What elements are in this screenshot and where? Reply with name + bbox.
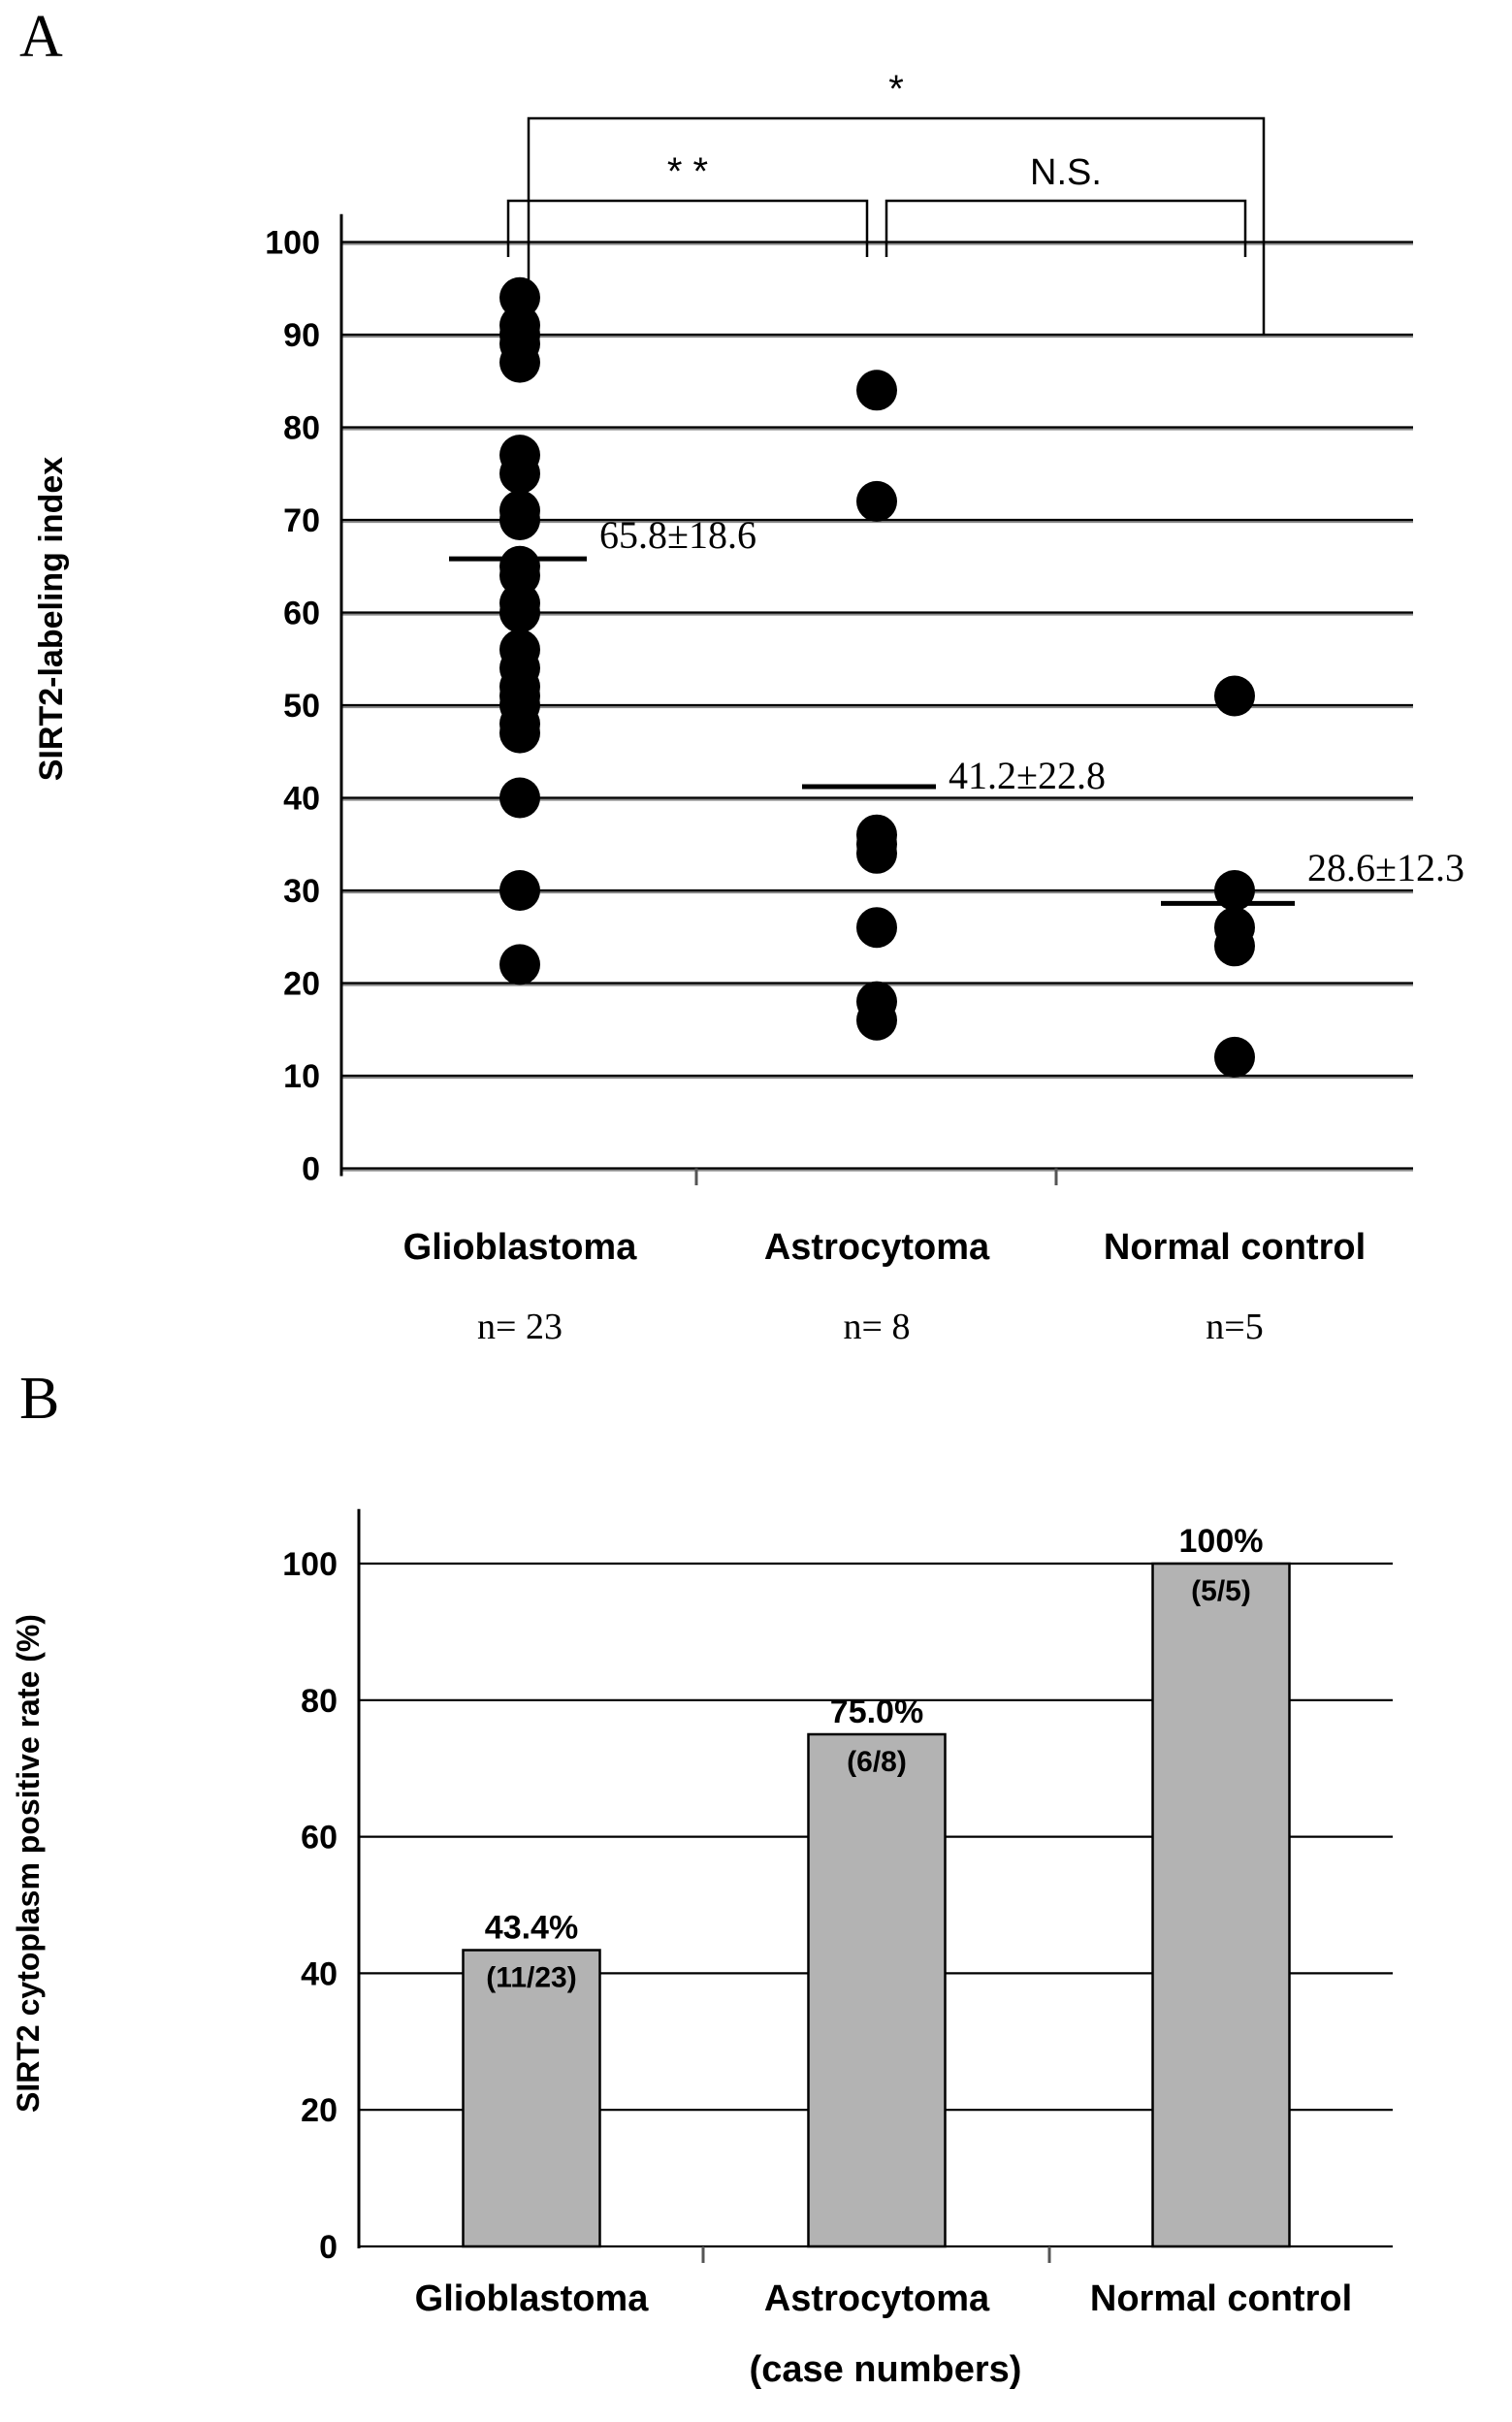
svg-text:SIRT2-labeling index: SIRT2-labeling index — [33, 457, 70, 781]
svg-text:20: 20 — [301, 2092, 338, 2129]
svg-text:10: 10 — [283, 1058, 320, 1095]
svg-text:(5/5): (5/5) — [1191, 1575, 1251, 1607]
svg-text:100: 100 — [282, 1546, 338, 1583]
svg-text:65.8±18.6: 65.8±18.6 — [599, 513, 756, 557]
svg-text:Astrocytoma: Astrocytoma — [764, 2278, 990, 2319]
svg-text:60: 60 — [301, 1820, 338, 1857]
svg-text:(case numbers): (case numbers) — [750, 2349, 1022, 2390]
svg-text:n=5: n=5 — [1206, 1307, 1263, 1347]
svg-text:41.2±22.8: 41.2±22.8 — [949, 754, 1106, 797]
svg-text:(11/23): (11/23) — [486, 1962, 576, 1994]
svg-text:28.6±12.3: 28.6±12.3 — [1307, 846, 1464, 889]
svg-text:(6/8): (6/8) — [847, 1746, 907, 1778]
svg-text:80: 80 — [283, 410, 320, 447]
svg-text:Astrocytoma: Astrocytoma — [764, 1227, 990, 1268]
svg-text:0: 0 — [302, 1151, 320, 1188]
svg-text:*: * — [888, 68, 904, 111]
svg-text:43.4%: 43.4% — [485, 1910, 578, 1947]
svg-text:Glioblastoma: Glioblastoma — [415, 2278, 650, 2319]
svg-text:* *: * * — [667, 150, 708, 193]
svg-text:30: 30 — [283, 873, 320, 910]
svg-text:A: A — [19, 4, 63, 70]
svg-text:Normal control: Normal control — [1090, 2278, 1352, 2319]
svg-text:40: 40 — [301, 1955, 338, 1992]
svg-text:Normal control: Normal control — [1104, 1227, 1366, 1268]
svg-text:100%: 100% — [1179, 1523, 1264, 1560]
svg-text:B: B — [19, 1366, 59, 1432]
svg-text:70: 70 — [283, 502, 320, 539]
svg-text:n= 23: n= 23 — [477, 1307, 563, 1347]
svg-text:Glioblastoma: Glioblastoma — [403, 1227, 638, 1268]
svg-text:N.S.: N.S. — [1030, 152, 1102, 193]
svg-text:60: 60 — [283, 596, 320, 632]
svg-text:SIRT2 cytoplasm positive rate: SIRT2 cytoplasm positive rate (%) — [11, 1614, 46, 2113]
svg-text:0: 0 — [319, 2229, 338, 2266]
svg-text:75.0%: 75.0% — [830, 1694, 923, 1730]
svg-text:40: 40 — [283, 781, 320, 818]
svg-text:100: 100 — [265, 225, 320, 262]
svg-text:80: 80 — [301, 1683, 338, 1720]
svg-text:n= 8: n= 8 — [844, 1307, 911, 1347]
svg-text:50: 50 — [283, 688, 320, 725]
svg-text:90: 90 — [283, 317, 320, 354]
svg-text:20: 20 — [283, 966, 320, 1003]
